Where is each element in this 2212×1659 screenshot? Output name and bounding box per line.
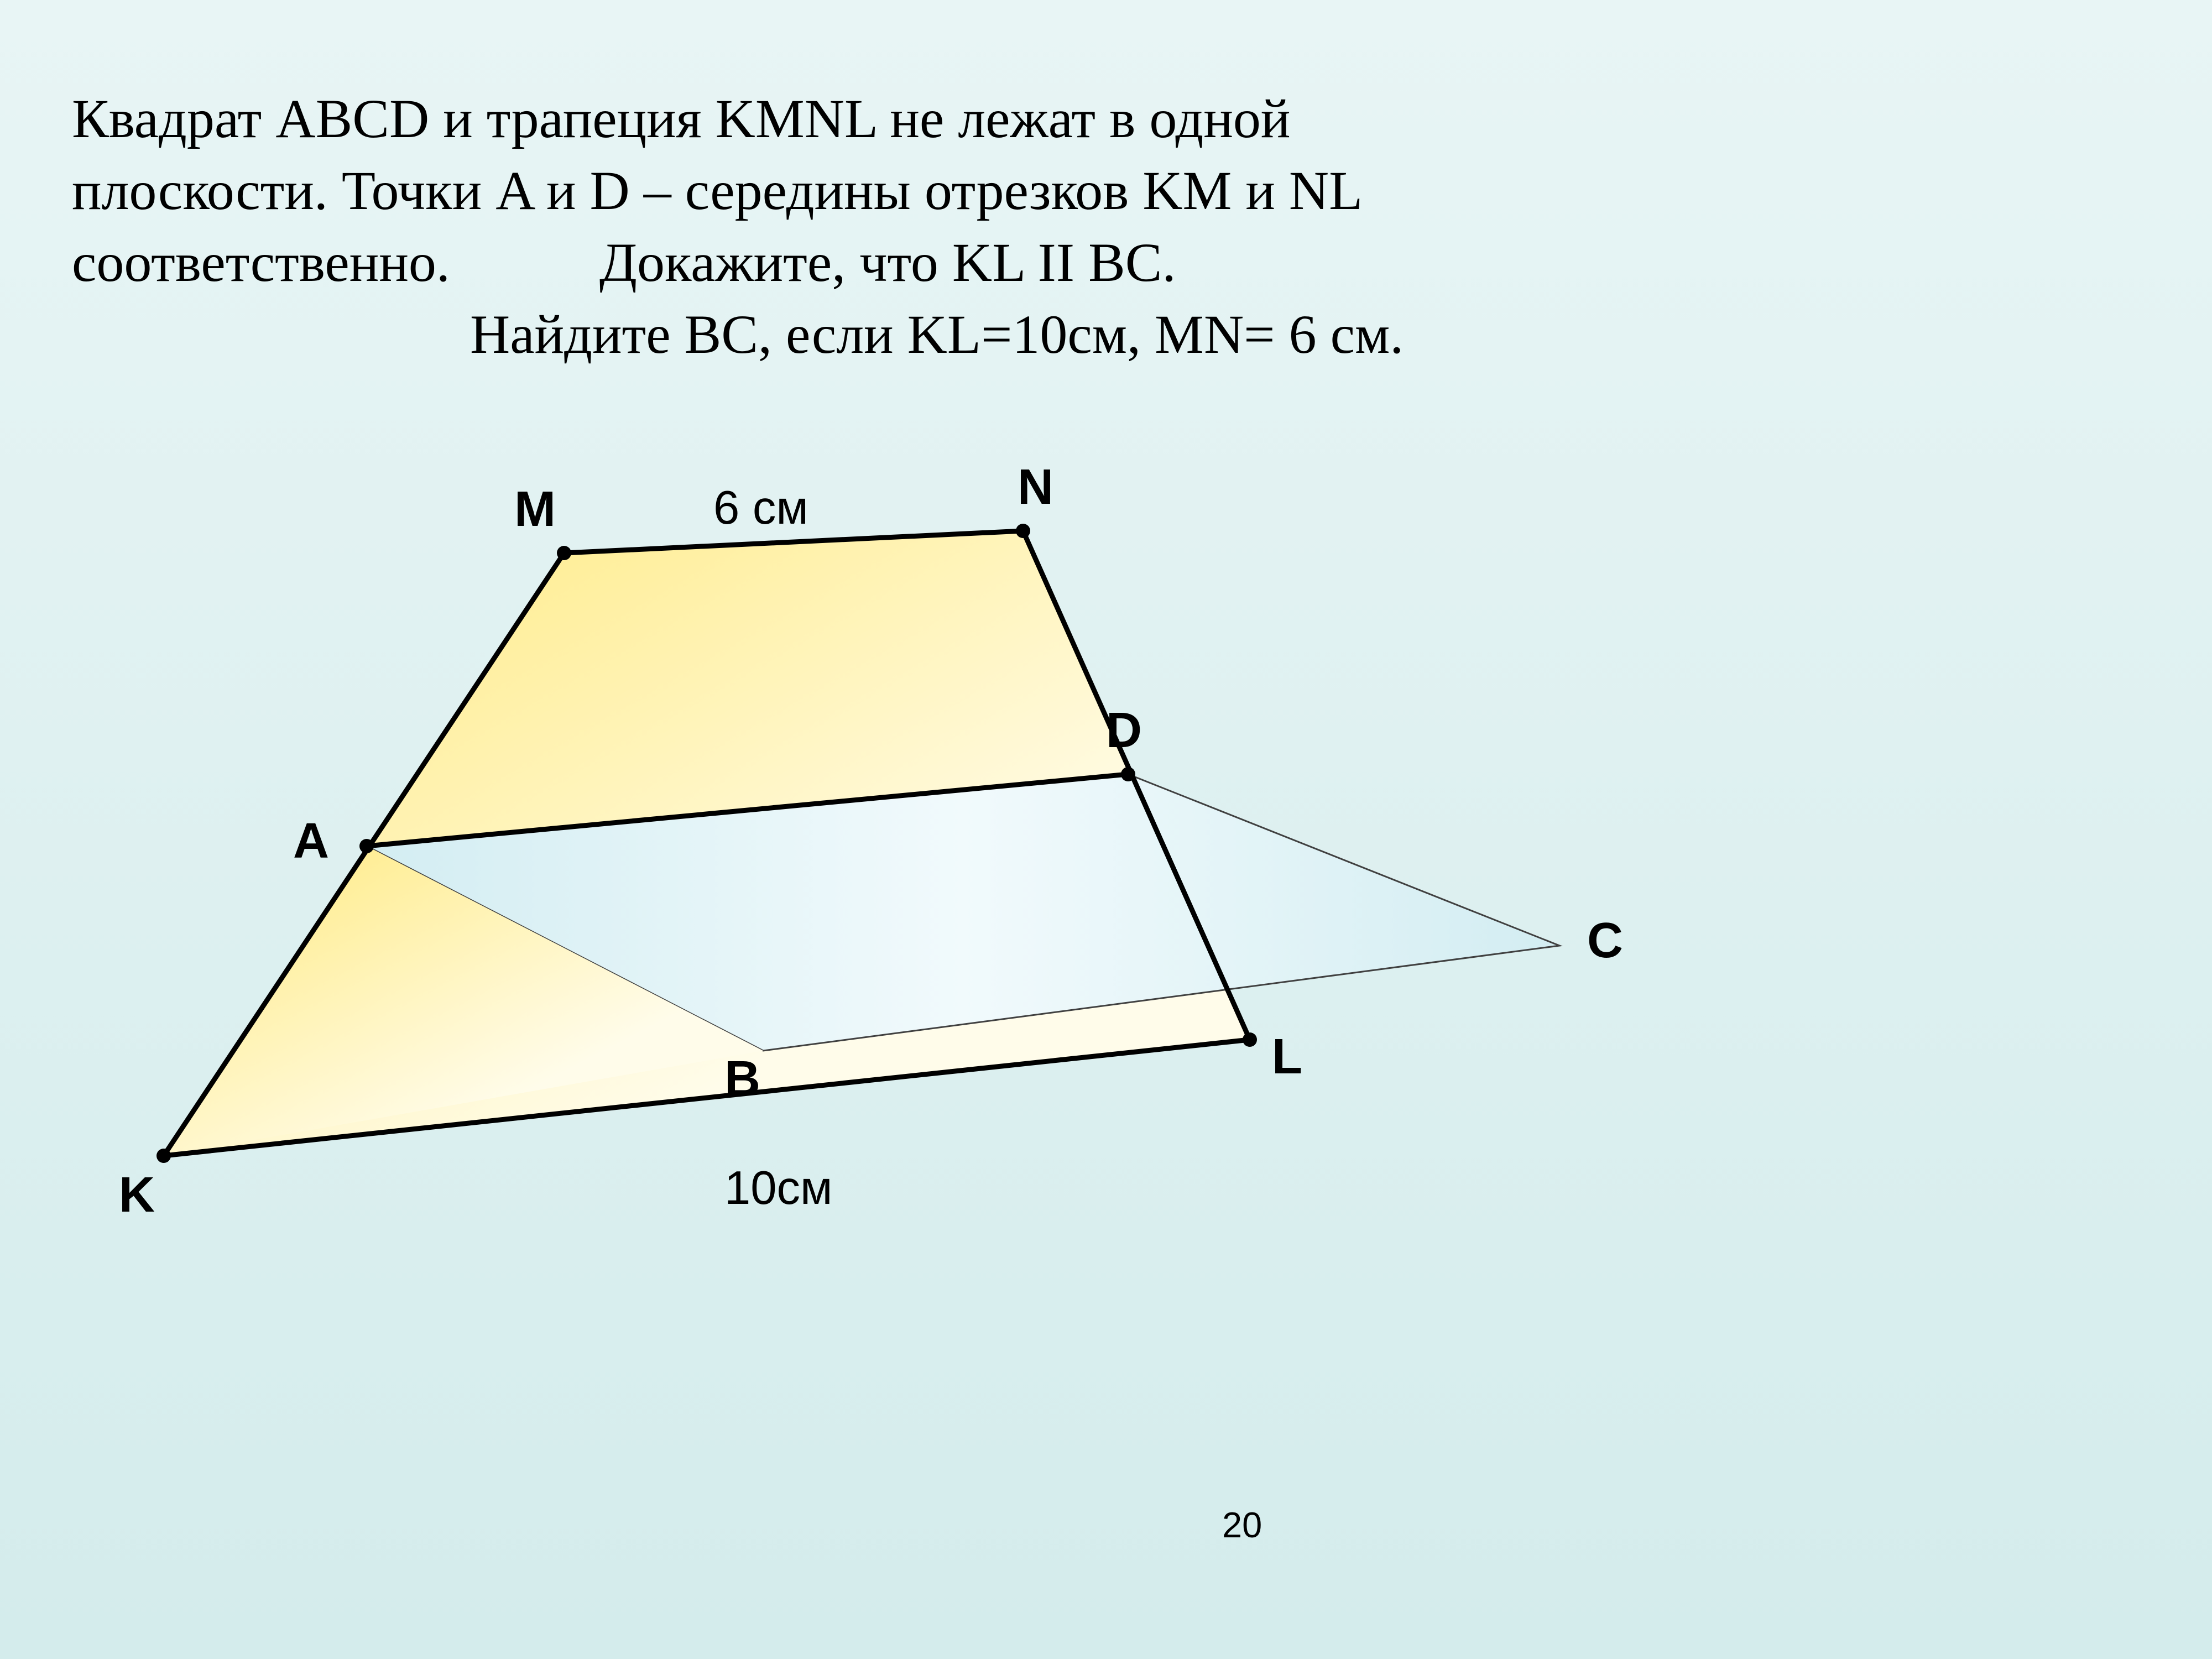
annotation-kl: 10см xyxy=(724,1161,832,1215)
label-a: A xyxy=(293,813,329,870)
label-k: K xyxy=(119,1167,155,1224)
label-d: D xyxy=(1106,702,1142,759)
geometry-diagram xyxy=(0,0,2212,1659)
point-k xyxy=(156,1149,171,1163)
label-l: L xyxy=(1272,1029,1302,1086)
point-n xyxy=(1016,524,1030,538)
label-b: B xyxy=(724,1051,760,1108)
annotation-mn: 6 см xyxy=(713,481,808,535)
point-m xyxy=(557,546,571,560)
label-n: N xyxy=(1018,459,1053,516)
point-a xyxy=(359,839,374,853)
point-d xyxy=(1121,767,1135,781)
point-l xyxy=(1243,1032,1257,1047)
label-m: M xyxy=(514,481,556,538)
page-number: 20 xyxy=(1222,1504,1262,1546)
label-c: C xyxy=(1587,912,1623,969)
